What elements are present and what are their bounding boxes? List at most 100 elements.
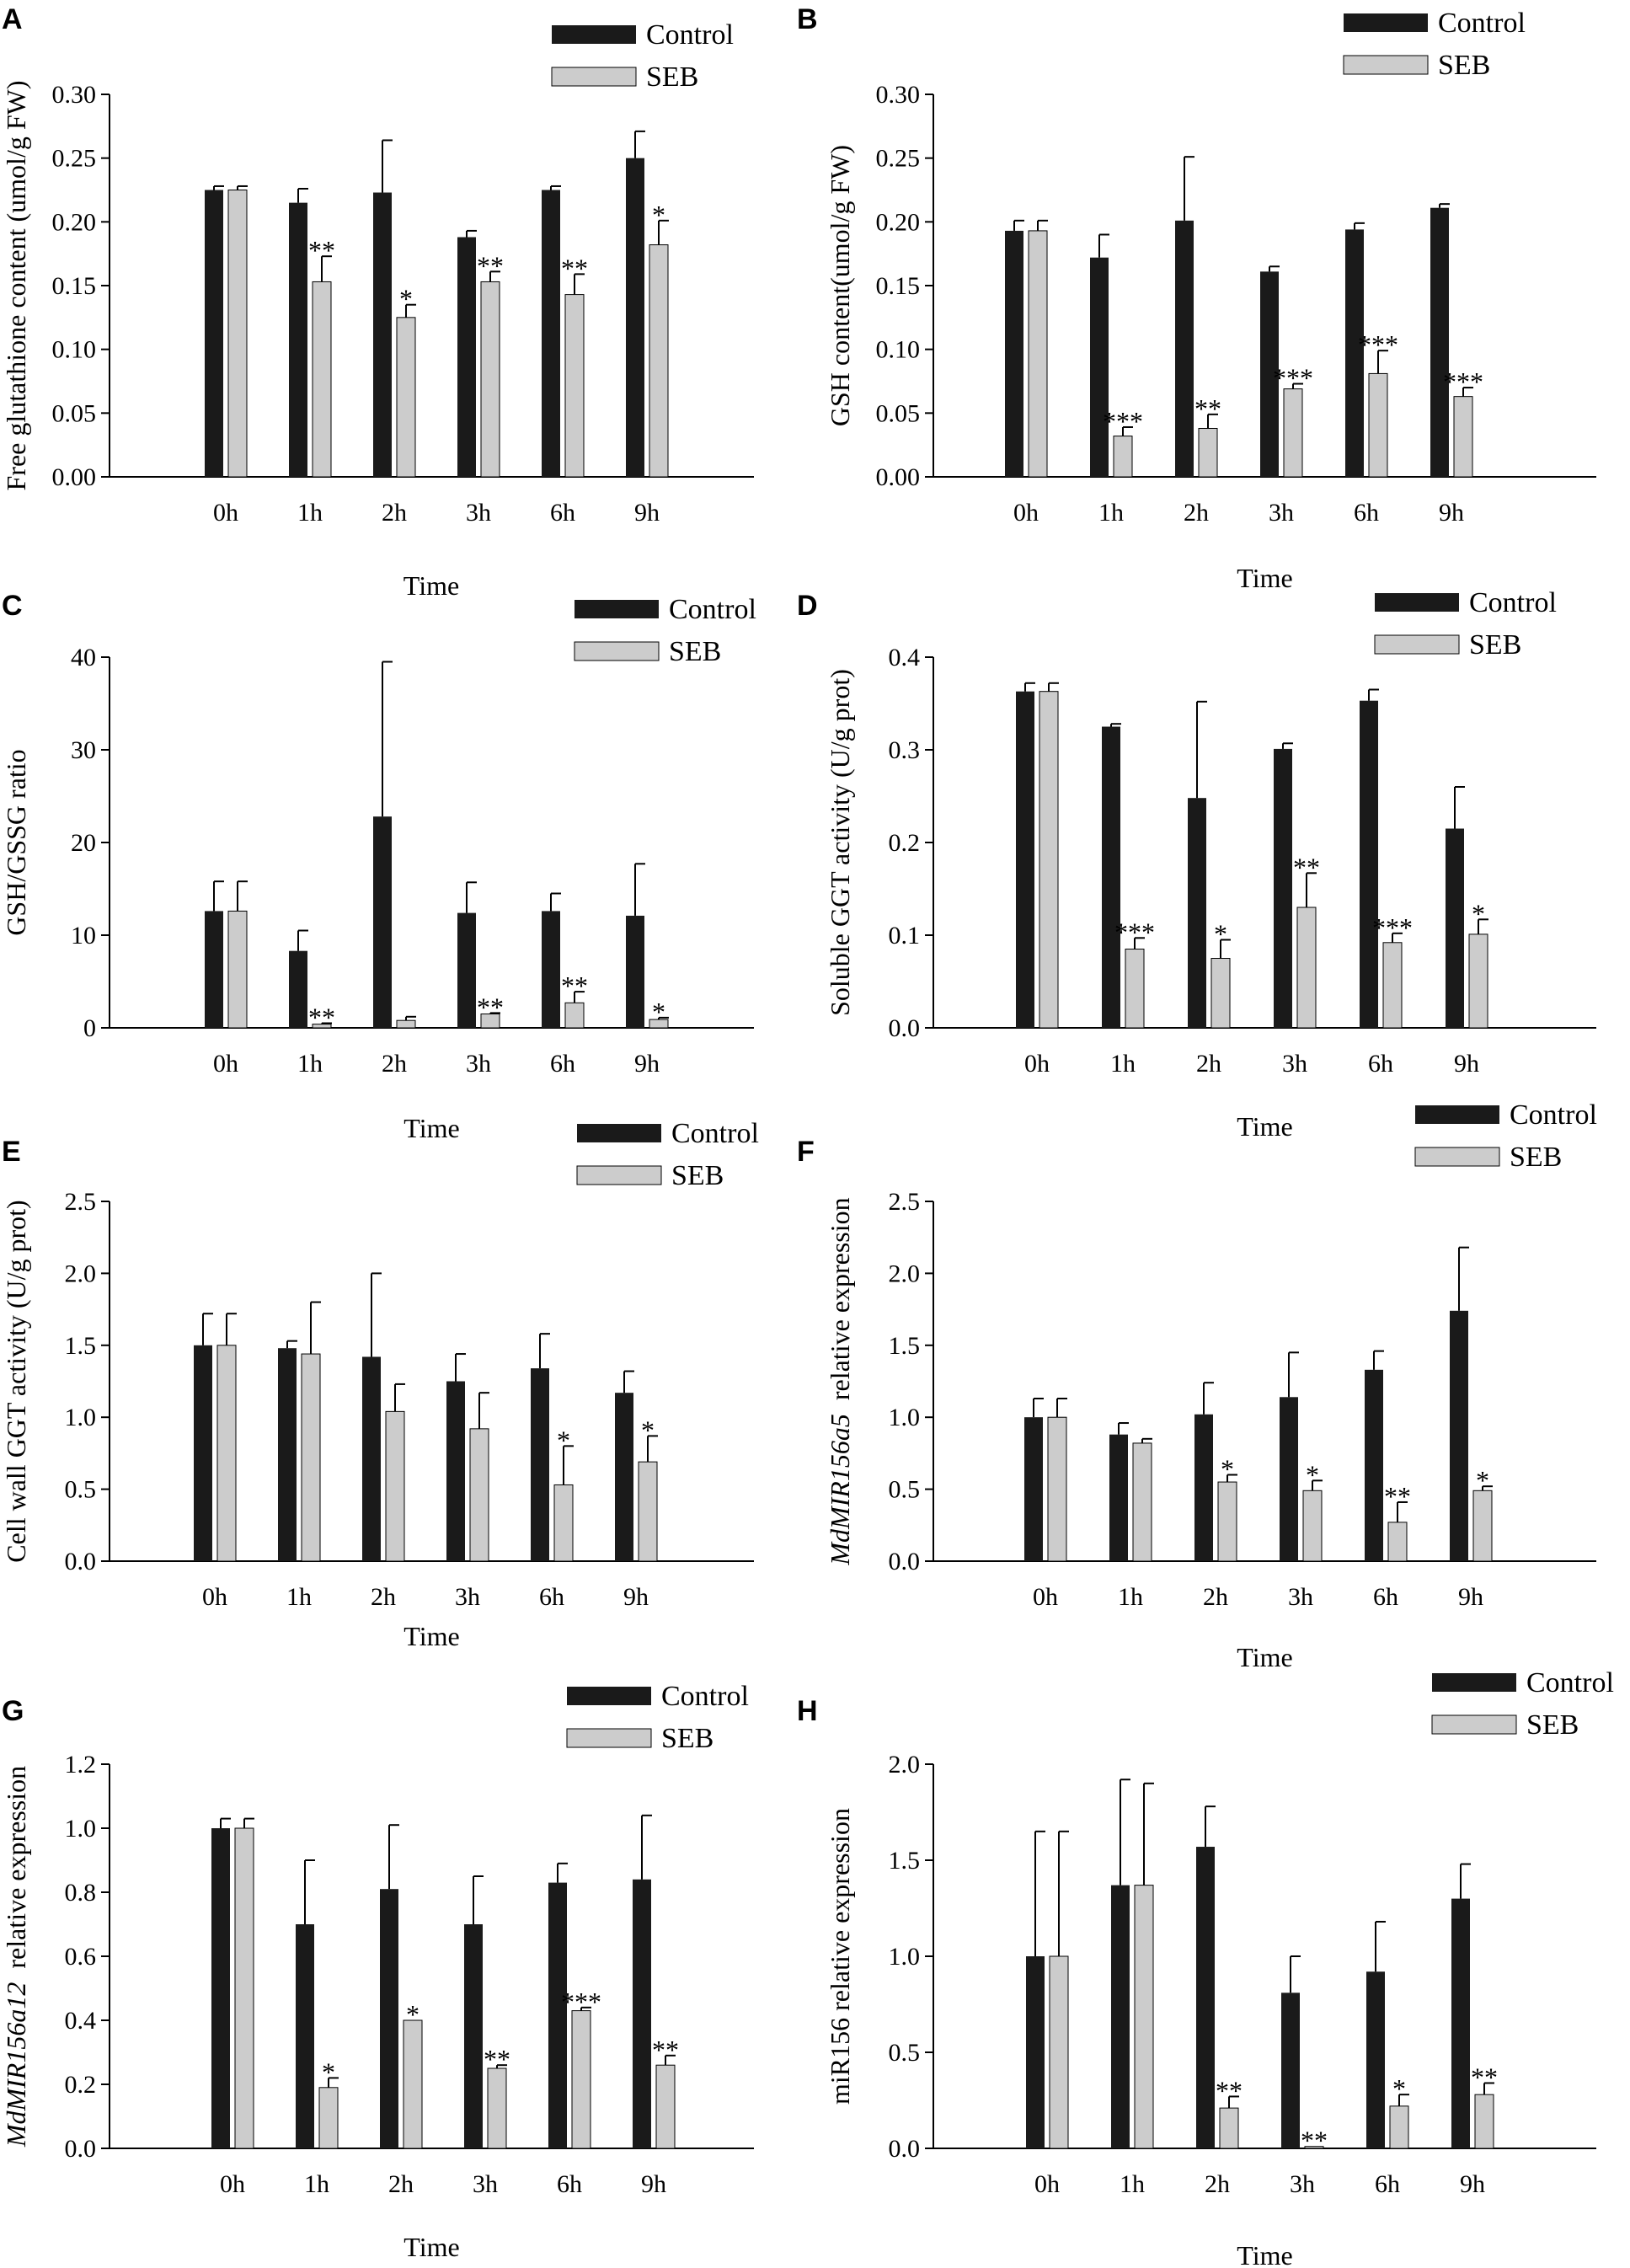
x-tick-label: 1h — [304, 2170, 329, 2198]
x-tick-label: 2h — [1203, 1583, 1228, 1611]
x-tick-label: 1h — [297, 1050, 323, 1078]
significance-marker: ** — [477, 992, 504, 1022]
significance-marker: * — [652, 997, 665, 1027]
bar-control-3h — [1260, 271, 1279, 477]
x-tick-label: 9h — [1460, 2170, 1485, 2198]
x-tick-label: 3h — [473, 2170, 498, 2198]
x-tick-label: 0h — [213, 1050, 238, 1078]
bar-seb-3h — [1283, 388, 1303, 478]
panel-letter: E — [2, 1136, 21, 1168]
bar-seb-6h — [1382, 942, 1403, 1029]
legend-swatch-control — [1344, 13, 1428, 32]
bar-seb-6h — [553, 1484, 574, 1562]
bar-seb-6h — [1389, 2105, 1409, 2149]
legend-label-control: Control — [1510, 1099, 1597, 1131]
bar-seb-6h — [564, 294, 585, 478]
bar-seb-2h — [385, 1410, 405, 1562]
legend-label-seb: SEB — [661, 1723, 713, 1754]
bar-control-0h — [211, 1828, 230, 2148]
significance-marker: ** — [1216, 2075, 1243, 2105]
legend-label-control: Control — [661, 1681, 749, 1712]
bar-seb-3h — [1296, 907, 1317, 1029]
legend-swatch-control — [552, 25, 636, 44]
bar-control-6h — [548, 1882, 567, 2148]
bar-seb-9h — [1474, 2094, 1494, 2149]
bar-control-2h — [380, 1889, 398, 2148]
x-axis-label: Time — [1237, 1111, 1292, 1142]
x-tick-label: 9h — [1454, 1050, 1479, 1078]
panel-letter: C — [2, 590, 23, 622]
bar-seb-6h — [1387, 1522, 1408, 1562]
x-tick-label: 9h — [1439, 499, 1464, 527]
legend-swatch-control — [1415, 1105, 1499, 1124]
y-tick-label: 2.0 — [889, 1260, 921, 1287]
legend-swatch-control — [575, 600, 659, 618]
y-tick-label: 0.25 — [876, 145, 921, 173]
bar-control-9h — [1430, 207, 1449, 478]
bar-seb-2h — [1210, 958, 1231, 1029]
legend-swatch-seb — [574, 641, 660, 661]
x-tick-label: 6h — [1373, 1583, 1398, 1611]
significance-marker: *** — [1358, 329, 1398, 360]
x-tick-label: 6h — [1375, 2170, 1400, 2198]
bar-seb-1h — [1134, 1885, 1154, 2149]
chart-panel-a: A 0.00 0.05 0.10 0.15 0.20 0.25 0.30 Free glutat… — [1, 3, 754, 527]
x-tick-label: 0h — [1013, 499, 1039, 527]
chart-panel-e: E 0.0 0.5 1.0 1.5 2.0 2.5 Cell wall GGT activit… — [1, 1118, 759, 1651]
bar-seb-2h — [1219, 2107, 1239, 2149]
y-tick-label: 0.5 — [65, 1476, 97, 1504]
bar-control-2h — [1175, 220, 1194, 477]
y-tick-label: 0.4 — [889, 644, 921, 671]
y-tick-label: 10 — [71, 922, 96, 949]
legend-label-seb: SEB — [1526, 1709, 1579, 1741]
chart-panel-g: G 0.0 0.2 0.4 0.6 0.8 1.0 1.2 MdMIR156a12 relati… — [1, 1681, 754, 2262]
x-tick-label: 3h — [455, 1583, 480, 1611]
bar-seb-0h — [234, 1827, 254, 2149]
bar-control-0h — [205, 911, 223, 1028]
legend-swatch-seb — [566, 1728, 652, 1748]
x-tick-label: 2h — [1205, 2170, 1230, 2198]
legend-swatch-control — [577, 1124, 661, 1142]
x-tick-label: 3h — [466, 1050, 491, 1078]
y-axis-label: MdMIR156a5 relative expression — [825, 1197, 855, 1565]
legend: Control SEB — [1374, 587, 1557, 661]
x-axis-label: Time — [403, 570, 459, 601]
legend-label-control: Control — [669, 594, 756, 625]
bar-control-0h — [205, 190, 223, 477]
chart-panel-h: H 0.0 0.5 1.0 1.5 2.0 miR156 relative expressi… — [797, 1667, 1614, 2268]
x-tick-label: 9h — [623, 1583, 649, 1611]
bar-seb-6h — [564, 1002, 585, 1029]
y-tick-label: 0.15 — [876, 272, 921, 300]
x-axis-label: Time — [1237, 2240, 1292, 2268]
bar-control-3h — [464, 1924, 483, 2148]
legend-swatch-seb — [1414, 1147, 1500, 1167]
x-tick-label: 2h — [382, 1050, 407, 1078]
legend-label-control: Control — [1469, 587, 1557, 618]
x-tick-label: 6h — [539, 1583, 564, 1611]
y-tick-label: 1.0 — [889, 1943, 921, 1971]
legend-label-seb: SEB — [1510, 1142, 1562, 1173]
y-tick-label: 1.0 — [65, 1404, 97, 1431]
y-tick-label: 0.0 — [889, 1548, 921, 1575]
chart-panel-b: B 0.00 0.05 0.10 0.15 0.20 0.25 0.30 GSH content… — [797, 3, 1596, 593]
bar-control-3h — [457, 912, 476, 1028]
bar-seb-1h — [1113, 436, 1133, 478]
bar-control-9h — [626, 915, 644, 1028]
x-tick-label: 0h — [202, 1583, 227, 1611]
bar-control-2h — [1196, 1847, 1215, 2148]
y-tick-label: 20 — [71, 829, 96, 857]
significance-marker: * — [406, 1999, 420, 2030]
bar-control-2h — [373, 816, 392, 1028]
y-tick-label: 2.0 — [889, 1751, 921, 1779]
x-tick-label: 2h — [382, 499, 407, 527]
bar-seb-0h — [1039, 691, 1059, 1029]
legend-label-control: Control — [1438, 8, 1526, 39]
significance-marker: ** — [477, 250, 504, 281]
chart-panel-a-xlabel: Time — [403, 570, 459, 601]
bar-seb-9h — [1468, 933, 1488, 1029]
bar-control-9h — [626, 158, 644, 477]
bar-control-0h — [1024, 1417, 1043, 1561]
bar-control-6h — [1345, 229, 1364, 477]
y-axis-label: GSH content(umol/g FW) — [825, 145, 855, 426]
y-tick-label: 0 — [83, 1014, 96, 1042]
